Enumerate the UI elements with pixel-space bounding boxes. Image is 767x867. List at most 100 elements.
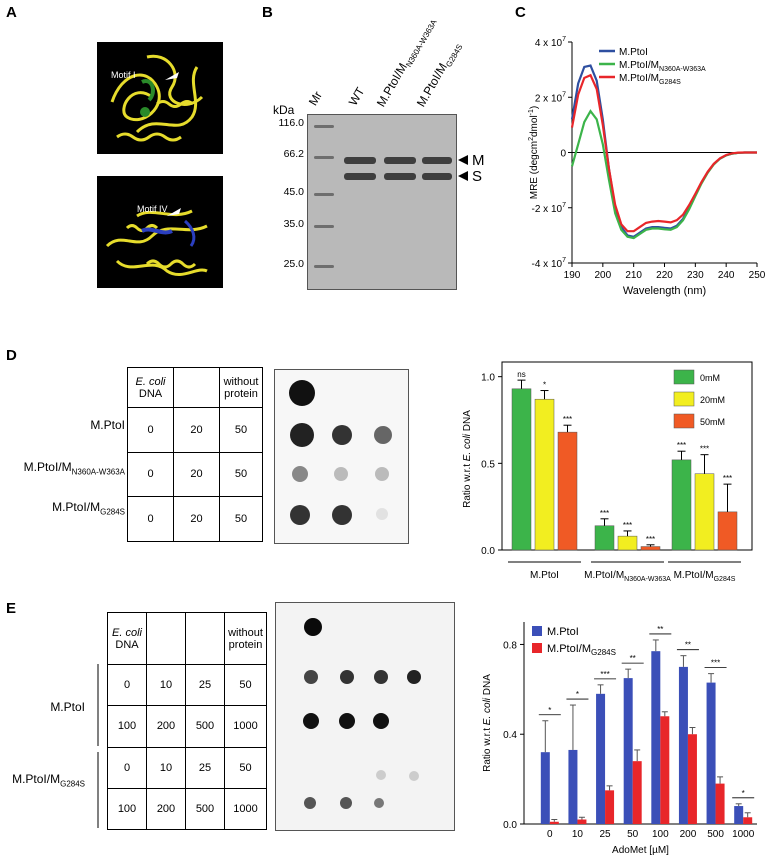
significance-label: *** — [563, 415, 572, 424]
x-tick-label: 100 — [652, 829, 669, 840]
bar — [594, 525, 615, 551]
table-e-group-label-g284s: M.PtoI/MG284S — [12, 772, 85, 789]
ladder-band — [314, 193, 334, 196]
x-tick-label: 230 — [687, 270, 704, 281]
cd-series-line — [570, 73, 757, 233]
cd-series-line — [570, 109, 757, 240]
bar — [671, 459, 692, 551]
significance-label: * — [742, 789, 745, 798]
x-tick-label: 0 — [547, 829, 553, 840]
blot-dot — [289, 380, 315, 406]
table-e-head-empty — [185, 612, 225, 665]
panel-label-c: C — [515, 4, 526, 21]
bar — [534, 398, 555, 551]
x-tick-label: 200 — [594, 270, 611, 281]
blot-dot — [374, 670, 388, 684]
blot-dot — [304, 618, 322, 636]
x-tick-label: 10 — [572, 829, 584, 840]
table-d-cell: 20 — [173, 496, 220, 542]
panel-label-d: D — [6, 347, 17, 364]
sds-page-gel — [307, 114, 457, 290]
significance-label: ** — [657, 625, 663, 634]
blot-dot — [409, 771, 419, 781]
panel-label-e: E — [6, 600, 17, 617]
significance-label: *** — [600, 509, 609, 518]
blot-dot — [376, 508, 388, 520]
lane-label-wt: WT — [345, 84, 368, 108]
table-e-cell: 100 — [107, 705, 147, 748]
table-e-head-empty — [146, 612, 186, 665]
table-d-head-noprotein: without protein — [219, 367, 263, 408]
panel-label-b: B — [262, 4, 273, 21]
bar — [640, 546, 661, 551]
table-e-cell: 1000 — [224, 787, 267, 831]
y-axis-title: Ratio w.r.t E. coli DNA — [462, 410, 473, 508]
bar — [605, 790, 615, 824]
blot-dot — [340, 670, 354, 684]
legend-label: 50mM — [700, 417, 725, 427]
band-g284s-m — [422, 157, 452, 164]
blot-dot — [332, 505, 352, 525]
arrow-s-icon — [458, 171, 468, 181]
blot-dot — [374, 798, 384, 808]
bar — [715, 783, 725, 824]
bar — [678, 666, 688, 824]
structure-drawing-motif4: Motif IV — [105, 204, 208, 277]
table-d-cell: 50 — [219, 407, 263, 453]
blot-dot — [407, 670, 421, 684]
blot-dot — [292, 466, 308, 482]
significance-label: * — [543, 381, 546, 390]
blot-dot — [339, 713, 355, 729]
adomet-bar-chart-e: 0.0 0.4 0.8 Ratio w.r.t E. coli DNA 0 * 10 * 25 *… — [482, 622, 757, 856]
dot-blot-d — [274, 369, 409, 544]
blot-dot — [375, 467, 389, 481]
ladder-label-25: 25.0 — [283, 258, 304, 270]
arrow-m-icon — [458, 155, 468, 165]
x-tick-label: 250 — [749, 270, 765, 281]
bar — [706, 682, 716, 824]
table-e-head-ecoli: E. coli DNA — [107, 612, 147, 665]
y-tick-label: -4 x 107 — [532, 257, 567, 270]
table-e-cell: 200 — [146, 787, 186, 831]
blot-dot — [304, 670, 318, 684]
ladder-label-35: 35.0 — [283, 218, 304, 230]
band-g284s-s — [422, 173, 452, 180]
table-d-cell: 20 — [173, 451, 220, 498]
bar — [617, 535, 638, 551]
structure-drawing-motif1: Motif I — [110, 54, 204, 142]
x-tick-label: 1000 — [732, 829, 755, 840]
lane-label-mr: Mr — [305, 88, 325, 108]
significance-label: *** — [646, 535, 655, 544]
motif4-label: Motif IV — [137, 204, 168, 214]
bar — [651, 651, 661, 824]
table-e-cell: 100 — [107, 787, 147, 831]
band-n360a-s — [384, 173, 416, 180]
bar — [623, 678, 633, 824]
significance-label: *** — [677, 441, 686, 450]
legend-swatch — [673, 413, 695, 429]
legend-swatch — [673, 391, 695, 407]
ladder-band — [314, 156, 334, 159]
bar — [734, 806, 744, 824]
legend-label: M.PtoI/MG284S — [547, 643, 616, 657]
band-n360a-m — [384, 157, 416, 164]
group-brackets-e — [97, 664, 99, 828]
table-d-row-label-g284s: M.PtoI/MG284S — [52, 500, 125, 517]
legend-label: 0mM — [700, 373, 720, 383]
band-wt-m — [344, 157, 376, 164]
bar — [660, 716, 670, 824]
blot-dot — [290, 505, 310, 525]
legend-swatch — [673, 369, 695, 385]
table-e-cell: 1000 — [224, 705, 267, 748]
band-arrows — [458, 155, 468, 181]
table-d-cell: 20 — [173, 407, 220, 453]
structure-image-motif1: Motif I — [97, 42, 223, 154]
kda-label: kDa — [273, 103, 295, 117]
group-label: M.PtoI/MN360A-W363A — [584, 570, 671, 583]
blot-dot — [374, 426, 392, 444]
y-tick-label: 0 — [560, 149, 566, 160]
legend-label: M.PtoI — [619, 47, 648, 58]
table-e-cell: 200 — [146, 705, 186, 748]
bar — [596, 693, 606, 824]
